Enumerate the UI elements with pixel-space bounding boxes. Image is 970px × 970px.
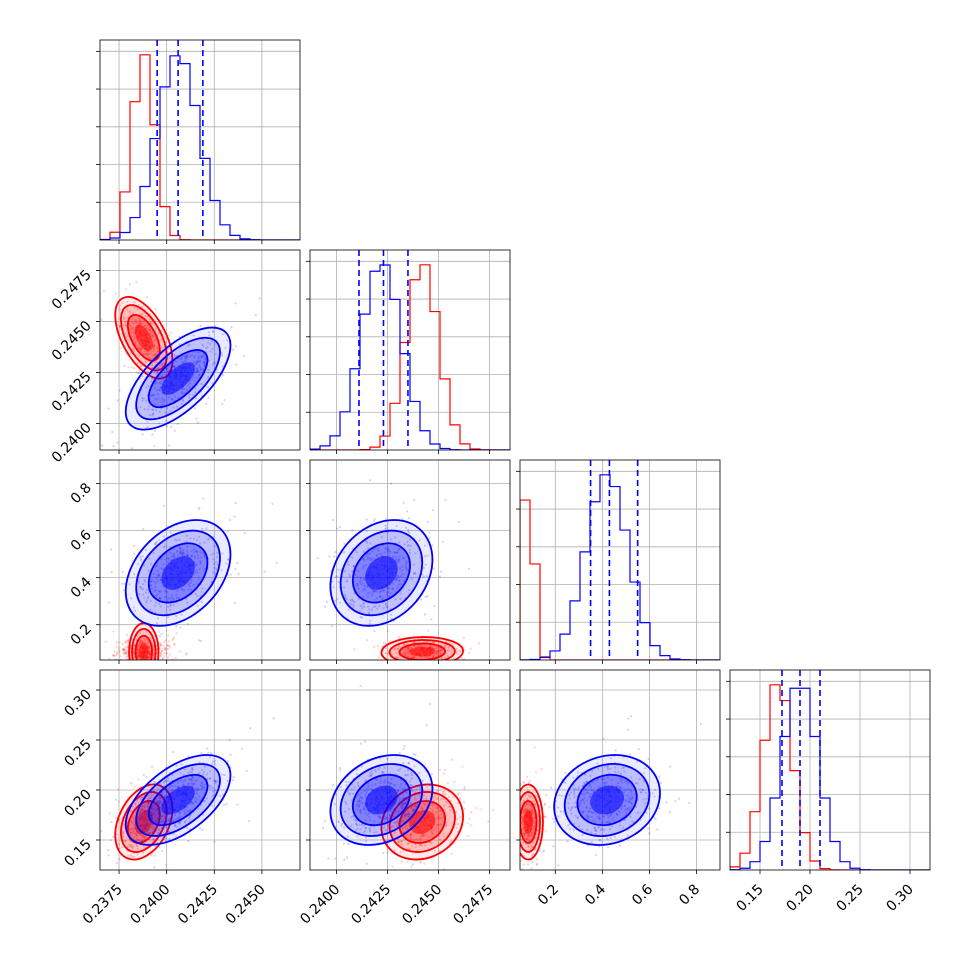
y-tick-label-p3: 0.8 [68, 480, 95, 507]
panel-p3-p2 [306, 459, 511, 664]
x-tick-label-p3: 0.6 [629, 881, 656, 908]
panel-p4-p4: 0.15 0.20 0.25 0.30 [726, 669, 931, 915]
panel-frame [519, 669, 721, 871]
density-contour-p3-p4-series-1-level-3 [590, 785, 625, 815]
x-tick-label-p4: 0.30 [883, 882, 916, 915]
scatter-p2-p3-series-1 [316, 479, 470, 650]
x-tick-label-p1: 0.2425 [175, 882, 221, 928]
y-tick-label-p4: 0.15 [61, 837, 94, 870]
y-tick-label-p4: 0.30 [61, 687, 94, 720]
panel-frame [99, 39, 301, 241]
density-contour-p2-p4-series-0-level-3 [409, 810, 436, 835]
y-tick-label-p3: 0.2 [68, 621, 95, 648]
x-tick-label-p1: 0.2450 [223, 882, 269, 928]
x-tick-label-p3: 0.4 [582, 881, 609, 908]
x-tick-label-p2: 0.2425 [348, 882, 394, 928]
density-contour-p1-p4-series-1-level-3 [161, 785, 195, 815]
panel-p1-p1 [96, 39, 301, 244]
x-tick-label-p2: 0.2475 [450, 882, 496, 928]
x-tick-label-p3: 0.8 [676, 882, 703, 909]
panel-frame [309, 249, 511, 451]
x-tick-label-p3: 0.2 [535, 882, 562, 909]
density-contour-p2-p3-series-0-level-3 [409, 647, 436, 657]
density-contour-p1-p3-series-0-level-3 [139, 642, 149, 660]
density-contour-p2-p4-series-1-level-3 [365, 785, 398, 815]
panel-frame [729, 669, 931, 871]
histogram-p1-series-0 [100, 54, 300, 240]
panel-p2-p2 [306, 249, 511, 454]
panel-frame [99, 249, 301, 451]
density-contour-p3-p4-series-0-level-3 [523, 810, 533, 834]
y-tick-label-p3: 0.6 [68, 527, 95, 554]
panel-p3-p3 [516, 459, 721, 664]
y-tick-label-p3: 0.4 [68, 574, 95, 601]
panel-frame [99, 669, 301, 871]
density-contour-p2-p3-series-1-level-3 [365, 555, 398, 590]
y-tick-label-p2: 0.2475 [49, 267, 95, 313]
x-tick-label-p4: 0.15 [733, 882, 766, 915]
panel-frame [519, 459, 721, 661]
panel-p2-p1: 0.2400 0.2425 0.2450 0.2475 [49, 249, 301, 466]
x-tick-label-p4: 0.20 [783, 882, 816, 915]
density-contour-p1-p3-series-1-level-3 [161, 555, 195, 590]
x-tick-label-p2: 0.2450 [399, 882, 445, 928]
y-tick-label-p2: 0.2425 [49, 369, 95, 415]
histogram-p3-series-0 [520, 499, 720, 660]
panel-frame [309, 459, 511, 661]
panel-frame [309, 669, 511, 871]
panel-p4-p3: 0.2 0.4 0.6 0.8 [516, 669, 721, 909]
panel-p3-p1: 0.2 0.4 0.6 0.8 [68, 459, 301, 664]
histogram-p4-series-0 [730, 684, 930, 870]
density-contour-p1-p2-series-1-level-3 [161, 362, 195, 395]
density-contour-p1-p2-series-0-level-3 [134, 324, 153, 351]
y-tick-label-p4: 0.25 [61, 737, 94, 770]
panel-p4-p1: 0.15 0.20 0.25 0.30 0.2375 0.2400 0.2425 0.2450 [61, 669, 301, 928]
x-tick-label-p1: 0.2400 [128, 882, 174, 928]
x-tick-label-p4: 0.25 [833, 882, 866, 915]
y-tick-label-p2: 0.2450 [49, 318, 95, 364]
x-tick-label-p1: 0.2375 [80, 882, 126, 928]
y-tick-label-p4: 0.20 [61, 787, 94, 820]
x-tick-label-p2: 0.2400 [297, 882, 343, 928]
histogram-p3-series-1 [520, 474, 720, 660]
panel-frame [99, 459, 301, 661]
y-tick-label-p2: 0.2400 [49, 420, 95, 466]
panel-p4-p2: 0.2400 0.2425 0.2450 0.2475 [297, 669, 511, 928]
